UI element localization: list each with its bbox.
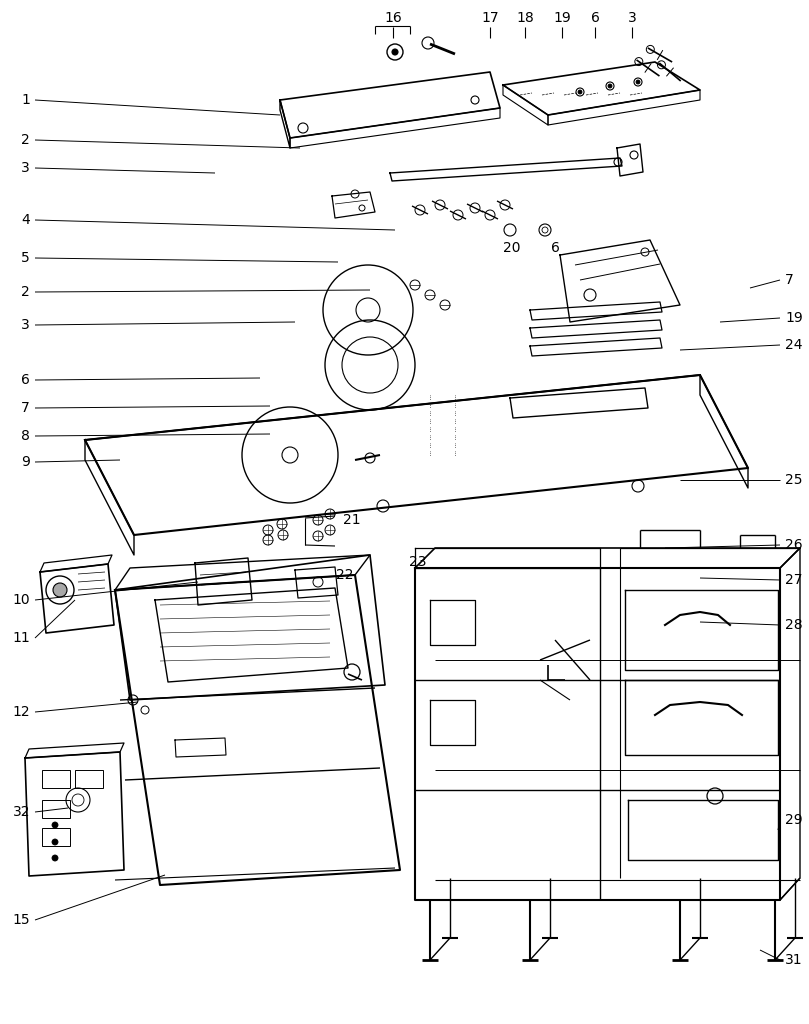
Text: 6: 6 — [591, 11, 599, 25]
Text: 5: 5 — [21, 251, 30, 265]
Text: 31: 31 — [785, 953, 803, 967]
Text: 19: 19 — [785, 311, 803, 325]
Text: 22: 22 — [337, 568, 354, 582]
Text: 3: 3 — [628, 11, 637, 25]
Text: 6: 6 — [21, 373, 30, 387]
Text: 23: 23 — [409, 555, 427, 569]
Text: 10: 10 — [12, 593, 30, 607]
Text: 3: 3 — [21, 318, 30, 332]
Text: 9: 9 — [21, 455, 30, 469]
Text: 21: 21 — [343, 513, 361, 527]
Bar — [42, 828, 70, 846]
Text: 11: 11 — [12, 631, 30, 645]
Text: 16: 16 — [384, 11, 402, 25]
Circle shape — [52, 855, 58, 861]
Circle shape — [636, 80, 640, 84]
Text: 4: 4 — [21, 213, 30, 227]
Text: 29: 29 — [785, 813, 803, 827]
Text: 24: 24 — [785, 338, 803, 352]
Text: 15: 15 — [12, 913, 30, 927]
Text: 7: 7 — [785, 273, 794, 287]
Text: 32: 32 — [12, 805, 30, 819]
Bar — [42, 800, 70, 818]
Circle shape — [392, 49, 398, 55]
Text: 17: 17 — [481, 11, 499, 25]
Circle shape — [578, 90, 582, 94]
Bar — [42, 770, 70, 788]
Text: 25: 25 — [785, 473, 803, 487]
Text: 6: 6 — [551, 241, 560, 255]
Text: 19: 19 — [553, 11, 571, 25]
Text: 2: 2 — [21, 285, 30, 299]
Circle shape — [608, 84, 612, 88]
Text: 28: 28 — [785, 618, 803, 632]
Circle shape — [53, 583, 67, 597]
Text: 3: 3 — [21, 161, 30, 175]
Text: 20: 20 — [503, 241, 521, 255]
Text: 12: 12 — [12, 705, 30, 719]
Text: 1: 1 — [21, 93, 30, 106]
Text: 27: 27 — [785, 573, 803, 587]
Text: 2: 2 — [21, 133, 30, 147]
Text: 18: 18 — [516, 11, 534, 25]
Bar — [75, 770, 103, 788]
Circle shape — [52, 839, 58, 845]
Text: 8: 8 — [21, 429, 30, 443]
Text: 26: 26 — [785, 538, 803, 552]
Circle shape — [52, 822, 58, 828]
Text: 7: 7 — [21, 401, 30, 415]
